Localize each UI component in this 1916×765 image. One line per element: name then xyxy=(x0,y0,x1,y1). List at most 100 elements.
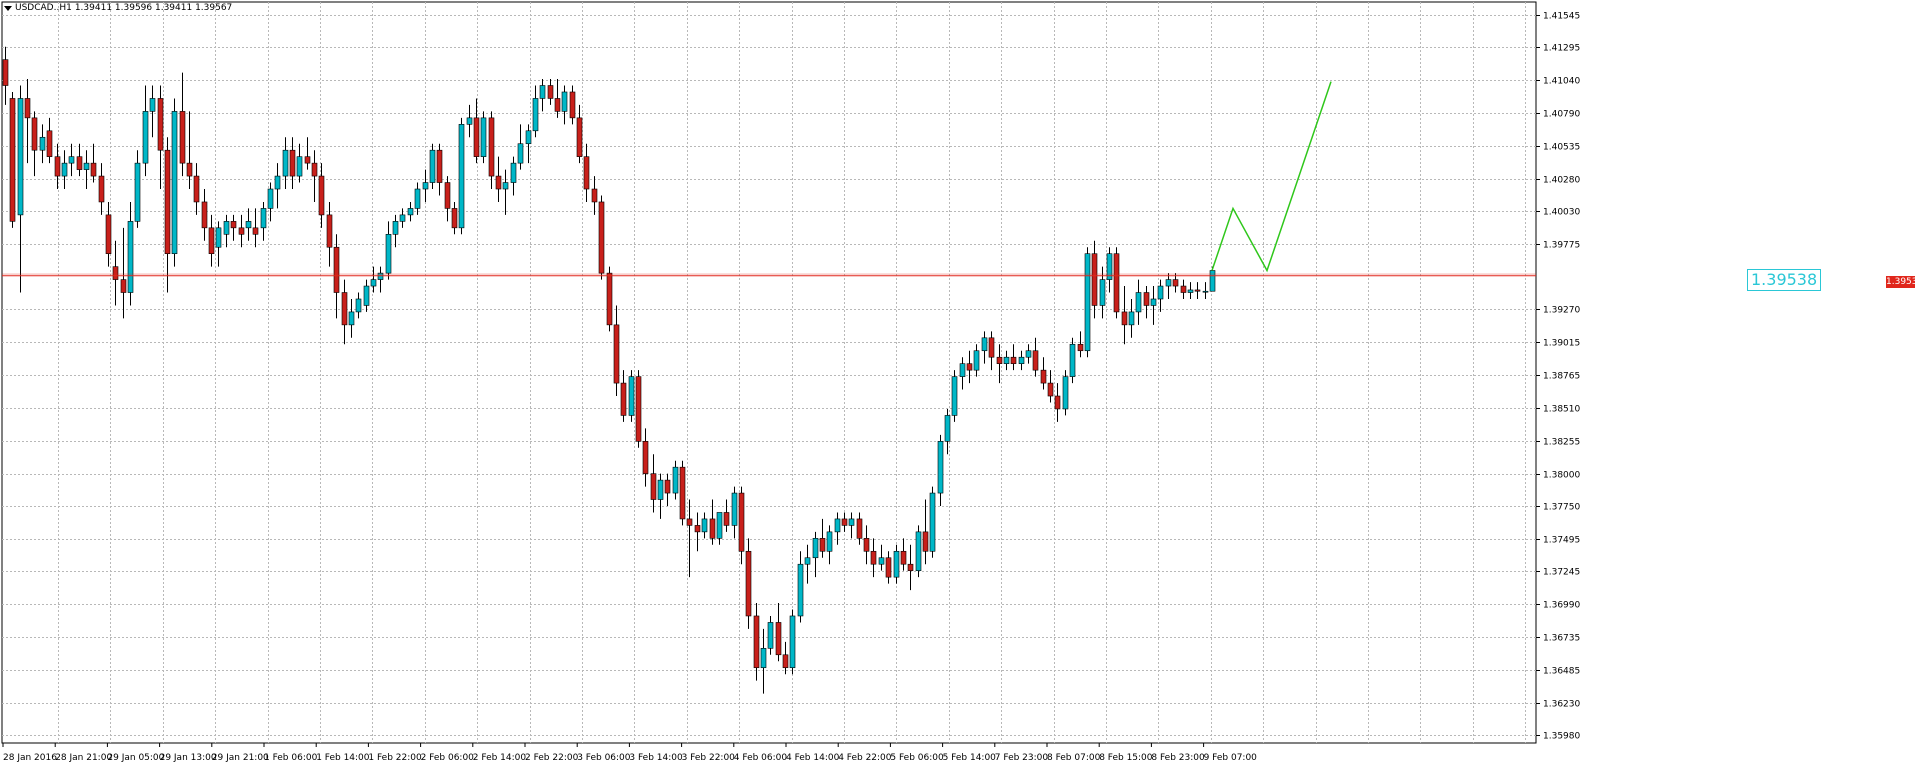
candle-bear[interactable] xyxy=(775,622,782,656)
candle-bear[interactable] xyxy=(1032,350,1039,371)
candle-bull[interactable] xyxy=(1018,356,1025,364)
candle-bear[interactable] xyxy=(576,117,583,157)
candle-bull[interactable] xyxy=(399,214,406,222)
candle-bull[interactable] xyxy=(797,563,804,617)
candle-bull[interactable] xyxy=(39,136,46,151)
candle-bull[interactable] xyxy=(657,479,664,500)
candle-bear[interactable] xyxy=(620,382,627,416)
candle-bull[interactable] xyxy=(1062,376,1069,410)
candle-bear[interactable] xyxy=(709,518,716,539)
candle-bull[interactable] xyxy=(1157,285,1164,300)
candle-bear[interactable] xyxy=(76,156,83,170)
candle-bull[interactable] xyxy=(848,518,855,526)
candle-bear[interactable] xyxy=(841,518,848,526)
candle-bull[interactable] xyxy=(760,648,767,669)
candle-bear[interactable] xyxy=(907,563,914,571)
candle-bear[interactable] xyxy=(694,525,701,533)
candle-bull[interactable] xyxy=(1003,356,1010,364)
candle-bear[interactable] xyxy=(9,98,16,222)
candle-bull[interactable] xyxy=(1128,311,1135,326)
candle-bull[interactable] xyxy=(149,98,156,112)
candle-bull[interactable] xyxy=(502,182,509,190)
candle-bull[interactable] xyxy=(834,518,841,533)
candle-bull[interactable] xyxy=(929,492,936,552)
candle-bull[interactable] xyxy=(767,622,774,649)
candle-bear[interactable] xyxy=(304,156,311,164)
candle-bull[interactable] xyxy=(296,156,303,177)
candle-bull[interactable] xyxy=(1150,298,1157,306)
candle-bull[interactable] xyxy=(1209,270,1216,292)
candle-bull[interactable] xyxy=(628,376,635,416)
candle-bear[interactable] xyxy=(54,156,61,177)
candle-bull[interactable] xyxy=(826,531,833,552)
candle-bull[interactable] xyxy=(1099,279,1106,306)
candle-bear[interactable] xyxy=(583,156,590,190)
candle-bull[interactable] xyxy=(1135,292,1142,313)
candle-bull[interactable] xyxy=(466,117,473,125)
candle-bear[interactable] xyxy=(1180,285,1187,293)
candle-bear[interactable] xyxy=(988,337,995,358)
candle-bear[interactable] xyxy=(186,162,193,177)
candle-bull[interactable] xyxy=(1165,279,1172,287)
candle-bull[interactable] xyxy=(480,117,487,157)
candle-bull[interactable] xyxy=(414,188,421,209)
candle-bear[interactable] xyxy=(664,479,671,494)
candle-bear[interactable] xyxy=(105,214,112,255)
candle-bear[interactable] xyxy=(591,188,598,203)
candle-bear[interactable] xyxy=(333,246,340,293)
candle-bull[interactable] xyxy=(789,615,796,669)
candle-bull[interactable] xyxy=(17,98,24,216)
candle-bear[interactable] xyxy=(98,175,105,203)
candle-bear[interactable] xyxy=(238,227,245,235)
candle-bull[interactable] xyxy=(429,149,436,183)
candle-bull[interactable] xyxy=(804,557,811,565)
candle-bull[interactable] xyxy=(981,337,988,352)
candle-bull[interactable] xyxy=(532,98,539,132)
candle-bull[interactable] xyxy=(267,188,274,209)
candle-bear[interactable] xyxy=(179,111,186,164)
price-text-label[interactable]: 1.39538 xyxy=(1747,269,1822,291)
candle-bull[interactable] xyxy=(878,557,885,565)
candle-bear[interactable] xyxy=(642,441,649,474)
candle-bull[interactable] xyxy=(171,111,178,255)
candle-bull[interactable] xyxy=(407,208,414,216)
candle-bear[interactable] xyxy=(201,201,208,229)
candle-bear[interactable] xyxy=(922,531,929,552)
candle-bear[interactable] xyxy=(46,130,53,157)
candle-bull[interactable] xyxy=(392,221,399,235)
candle-bull[interactable] xyxy=(812,538,819,559)
candle-bear[interactable] xyxy=(782,654,789,669)
candle-bear[interactable] xyxy=(1047,382,1054,397)
candle-bear[interactable] xyxy=(24,98,31,119)
candle-bull[interactable] xyxy=(510,162,517,183)
candle-bull[interactable] xyxy=(83,162,90,170)
candle-bear[interactable] xyxy=(495,175,502,190)
candle-bull[interactable] xyxy=(1084,253,1091,352)
candle-bear[interactable] xyxy=(569,91,576,119)
candle-bull[interactable] xyxy=(517,143,524,164)
candle-bear[interactable] xyxy=(311,162,318,177)
candle-bear[interactable] xyxy=(341,292,348,326)
candle-bear[interactable] xyxy=(863,538,870,552)
candle-bull[interactable] xyxy=(458,124,465,229)
candle-bull[interactable] xyxy=(274,175,281,190)
candle-bear[interactable] xyxy=(1010,356,1017,364)
candle-bear[interactable] xyxy=(723,512,730,526)
candle-bear[interactable] xyxy=(1121,311,1128,326)
candle-bear[interactable] xyxy=(613,324,620,384)
candle-bear[interactable] xyxy=(318,175,325,216)
candle-bear[interactable] xyxy=(1054,395,1061,410)
candle-bear[interactable] xyxy=(1194,289,1201,292)
candle-bear[interactable] xyxy=(753,615,760,669)
candle-bear[interactable] xyxy=(112,266,119,280)
candle-bear[interactable] xyxy=(686,518,693,526)
candle-bear[interactable] xyxy=(193,175,200,203)
candle-bear[interactable] xyxy=(120,279,127,293)
candle-bull[interactable] xyxy=(377,272,384,280)
candle-bull[interactable] xyxy=(215,227,222,248)
candle-bear[interactable] xyxy=(1172,279,1179,287)
candle-bear[interactable] xyxy=(966,363,973,371)
candle-bear[interactable] xyxy=(164,149,171,255)
candle-bear[interactable] xyxy=(1113,253,1120,313)
candle-bull[interactable] xyxy=(223,221,230,235)
